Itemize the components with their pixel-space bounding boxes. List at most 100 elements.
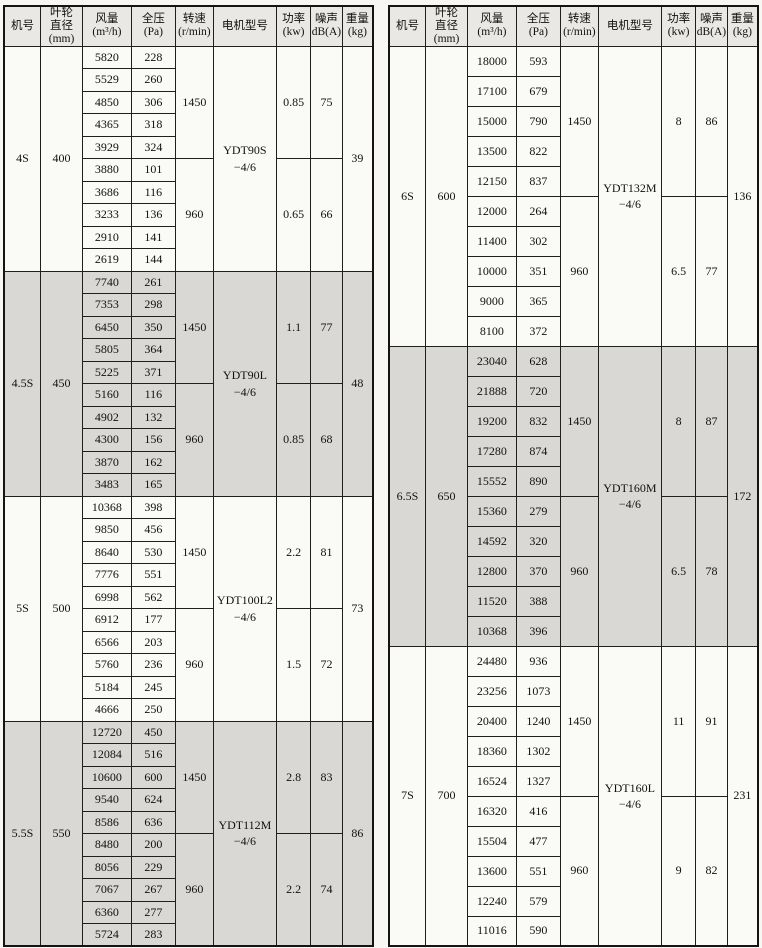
table-row: 5760 236 [4, 653, 373, 677]
pressure-cell: 636 [130, 810, 177, 835]
motor-cell: YDT160L −4/6 [597, 645, 663, 947]
power-cell: 0.85 [276, 383, 312, 497]
airflow-cell: 4850 [82, 90, 132, 115]
weight-cell: 73 [341, 495, 374, 722]
pressure-cell: 364 [130, 338, 177, 362]
power-cell: 9 [661, 795, 697, 947]
table-row: 7S 700 24480 936 1450 YDT160L −4/6 11 91 231 [388, 645, 759, 947]
table-row: 6998 562 [4, 585, 373, 610]
table-row: 12240 579 [389, 885, 758, 917]
table-row: 5S 500 10368 398 1450 YDT100L2 −4/6 2.2 81 73 [3, 495, 374, 722]
speed-cell: 1450 [560, 345, 599, 497]
pressure-cell: 590 [515, 915, 562, 947]
power-cell: 8 [661, 45, 697, 197]
header-speed: 转速 (r/min) [175, 5, 214, 47]
header-weight: 重量 (kg) [341, 5, 374, 47]
pressure-cell: 1327 [515, 765, 562, 797]
table-row: 5184 245 [4, 675, 373, 700]
airflow-cell: 18360 [467, 735, 517, 767]
airflow-cell: 12800 [467, 555, 517, 587]
speed-cell: 1450 [560, 645, 599, 797]
speed-cell: 1450 [175, 720, 214, 835]
airflow-cell: 9540 [82, 788, 132, 812]
table-row: 8056 229 [4, 855, 373, 880]
pressure-cell: 283 [130, 923, 177, 947]
weight-cell: 172 [726, 345, 759, 647]
table-row: 5805 364 [4, 338, 373, 362]
diameter-cell: 700 [425, 645, 469, 947]
table-row: 3880 101 960 0.65 66 [4, 158, 373, 272]
motor-model-line: YDT90S [223, 143, 267, 158]
power-cell: 8 [661, 345, 697, 497]
table-row: 15360 279 960 6.5 78 [389, 495, 758, 647]
table-row: 23256 1073 [389, 675, 758, 707]
table-row: 2619 144 [4, 248, 373, 272]
header-airflow-line: 风量 [95, 13, 119, 26]
header-speed: 转速 (r/min) [560, 5, 599, 47]
airflow-cell: 13500 [467, 135, 517, 167]
airflow-cell: 7776 [82, 563, 132, 587]
airflow-cell: 17100 [467, 75, 517, 107]
noise-cell: 72 [310, 608, 343, 722]
airflow-cell: 3483 [82, 473, 132, 497]
airflow-cell: 8586 [82, 810, 132, 835]
header-pressure-line: 全压 [526, 13, 550, 26]
airflow-cell: 23040 [467, 345, 517, 377]
speed-cell: 960 [175, 608, 214, 722]
pressure-cell: 228 [130, 45, 177, 70]
noise-cell: 77 [695, 195, 728, 347]
motor-cell: YDT90L −4/6 [212, 270, 278, 497]
power-cell: 2.2 [276, 833, 312, 947]
airflow-cell: 5820 [82, 45, 132, 70]
power-cell: 6.5 [661, 195, 697, 347]
power-cell: 2.2 [276, 495, 312, 610]
motor-model-line: YDT112M [218, 818, 272, 833]
pressure-cell: 116 [130, 180, 177, 205]
airflow-cell: 6912 [82, 608, 132, 632]
airflow-cell: 5160 [82, 383, 132, 407]
pressure-cell: 416 [515, 795, 562, 827]
pressure-cell: 156 [130, 428, 177, 452]
pressure-cell: 324 [130, 135, 177, 160]
pressure-cell: 551 [515, 855, 562, 887]
airflow-cell: 6566 [82, 630, 132, 655]
model-cell: 5.5S [3, 720, 42, 947]
pressure-cell: 600 [130, 765, 177, 790]
table-row: 5225 371 [4, 360, 373, 385]
pressure-cell: 388 [515, 585, 562, 617]
airflow-cell: 19200 [467, 405, 517, 437]
motor-model-line: −4/6 [233, 834, 256, 849]
pressure-cell: 351 [515, 255, 562, 287]
table-row: 6566 203 [4, 630, 373, 655]
airflow-cell: 12720 [82, 720, 132, 745]
speed-cell: 1450 [560, 45, 599, 197]
airflow-cell: 10368 [82, 495, 132, 520]
header-noise-line: dB(A) [311, 26, 342, 39]
speed-cell: 960 [560, 495, 599, 647]
airflow-cell: 10600 [82, 765, 132, 790]
pressure-cell: 302 [515, 225, 562, 257]
airflow-cell: 8100 [467, 315, 517, 347]
table-row: 6360 277 [4, 900, 373, 925]
weight-cell: 48 [341, 270, 374, 497]
airflow-cell: 10000 [467, 255, 517, 287]
table-row: 12000 264 960 6.5 77 [389, 195, 758, 347]
header-motor-line: 电机型号 [221, 19, 268, 32]
motor-model-line: −4/6 [618, 497, 641, 512]
model-cell: 6S [388, 45, 427, 347]
pressure-cell: 679 [515, 75, 562, 107]
airflow-cell: 3233 [82, 203, 132, 227]
header-pressure: 全压 (Pa) [130, 5, 177, 47]
table-row: 16524 1327 [389, 765, 758, 797]
pressure-cell: 279 [515, 495, 562, 527]
pressure-cell: 320 [515, 525, 562, 557]
table-row: 13600 551 [389, 855, 758, 887]
header-noise-line: 噪声 [314, 13, 338, 26]
table-row: 3233 136 [4, 203, 373, 227]
table-row: 4902 132 [4, 405, 373, 430]
airflow-cell: 8480 [82, 833, 132, 857]
table-row: 8586 636 [4, 810, 373, 835]
airflow-cell: 16320 [467, 795, 517, 827]
table-row: 4850 306 [4, 90, 373, 115]
pressure-cell: 350 [130, 315, 177, 340]
